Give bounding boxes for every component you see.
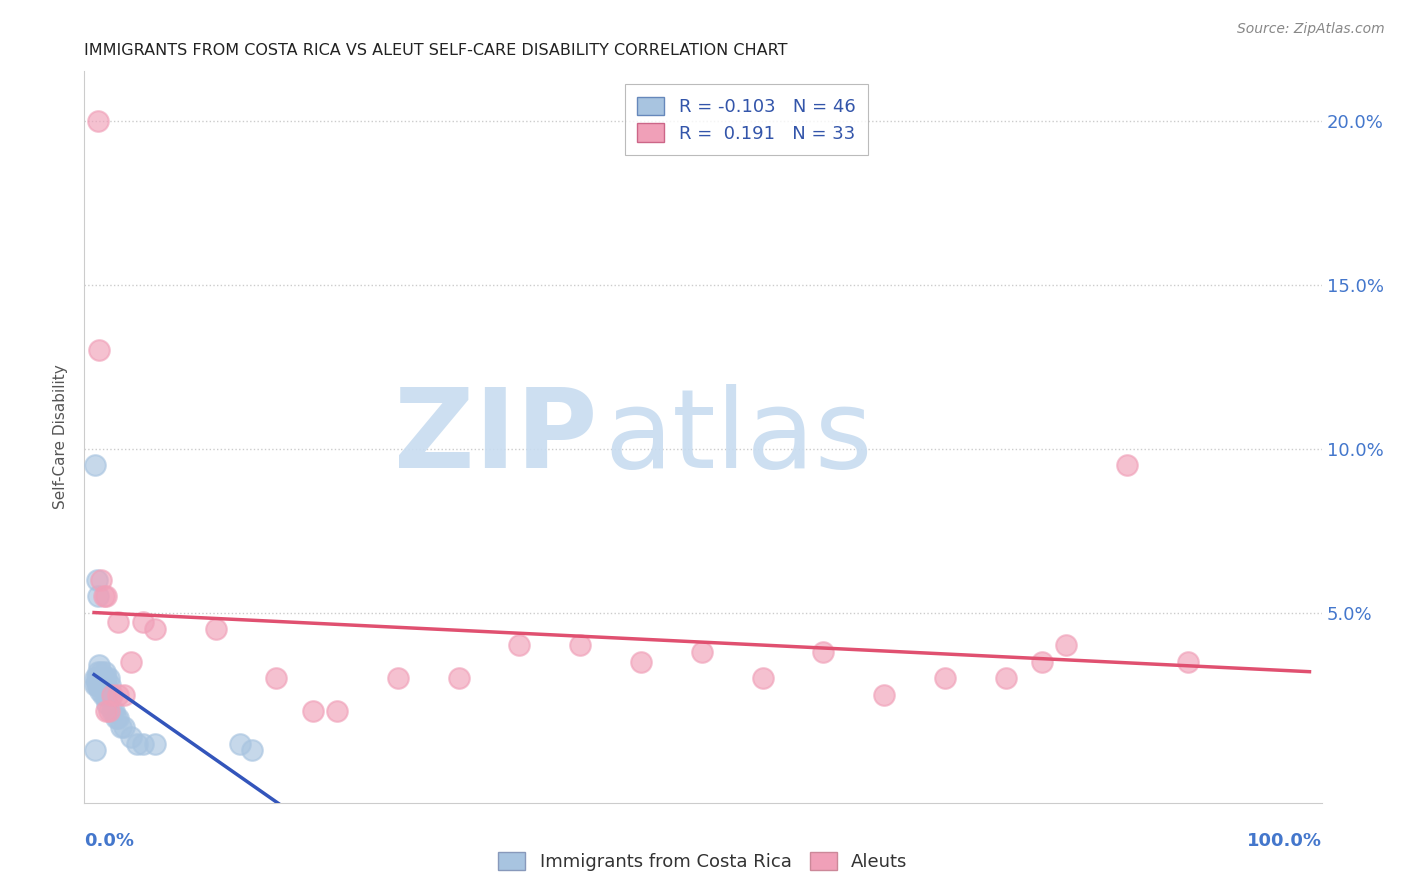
- Point: [87, 671, 110, 685]
- Point: [240, 743, 263, 757]
- Legend: R = -0.103   N = 46, R =  0.191   N = 33: R = -0.103 N = 46, R = 0.191 N = 33: [624, 84, 868, 155]
- Text: 100.0%: 100.0%: [1247, 832, 1322, 850]
- Text: IMMIGRANTS FROM COSTA RICA VS ALEUT SELF-CARE DISABILITY CORRELATION CHART: IMMIGRANTS FROM COSTA RICA VS ALEUT SELF…: [84, 43, 787, 58]
- Point: [101, 688, 124, 702]
- Point: [101, 704, 124, 718]
- Point: [84, 458, 107, 472]
- Point: [86, 678, 108, 692]
- Point: [87, 665, 110, 679]
- Point: [97, 704, 120, 718]
- Point: [302, 704, 325, 718]
- Point: [508, 638, 530, 652]
- Point: [1031, 655, 1053, 669]
- Point: [120, 655, 142, 669]
- Point: [91, 671, 114, 685]
- Point: [98, 678, 121, 692]
- Point: [93, 589, 115, 603]
- Point: [96, 589, 118, 603]
- Point: [107, 615, 129, 630]
- Point: [630, 655, 652, 669]
- Point: [94, 665, 117, 679]
- Point: [326, 704, 349, 718]
- Point: [813, 645, 835, 659]
- Point: [120, 730, 142, 744]
- Point: [94, 688, 117, 702]
- Point: [86, 671, 108, 685]
- Point: [125, 737, 148, 751]
- Point: [90, 678, 112, 692]
- Point: [87, 678, 110, 692]
- Point: [873, 688, 896, 702]
- Point: [89, 671, 111, 685]
- Point: [96, 704, 118, 718]
- Point: [143, 737, 166, 751]
- Point: [387, 671, 409, 685]
- Point: [91, 688, 114, 702]
- Point: [97, 671, 120, 685]
- Point: [96, 678, 118, 692]
- Point: [934, 671, 956, 685]
- Point: [447, 671, 470, 685]
- Point: [87, 343, 110, 358]
- Point: [1116, 458, 1139, 472]
- Text: ZIP: ZIP: [395, 384, 598, 491]
- Point: [87, 658, 110, 673]
- Point: [107, 710, 129, 724]
- Point: [96, 688, 118, 702]
- Point: [994, 671, 1017, 685]
- Point: [89, 678, 111, 692]
- Point: [104, 710, 127, 724]
- Point: [84, 678, 107, 692]
- Point: [751, 671, 773, 685]
- Point: [87, 678, 110, 692]
- Y-axis label: Self-Care Disability: Self-Care Disability: [53, 365, 69, 509]
- Point: [131, 615, 153, 630]
- Point: [93, 671, 115, 685]
- Point: [96, 671, 118, 685]
- Point: [1177, 655, 1199, 669]
- Text: Source: ZipAtlas.com: Source: ZipAtlas.com: [1237, 22, 1385, 37]
- Text: 0.0%: 0.0%: [84, 832, 135, 850]
- Point: [90, 671, 112, 685]
- Point: [91, 678, 114, 692]
- Point: [90, 665, 112, 679]
- Point: [87, 113, 110, 128]
- Point: [87, 671, 110, 685]
- Point: [114, 720, 136, 734]
- Point: [204, 622, 226, 636]
- Point: [107, 688, 129, 702]
- Point: [84, 671, 107, 685]
- Point: [114, 688, 136, 702]
- Point: [1054, 638, 1077, 652]
- Point: [266, 671, 288, 685]
- Point: [100, 688, 122, 702]
- Point: [90, 573, 112, 587]
- Point: [87, 589, 110, 603]
- Point: [569, 638, 592, 652]
- Point: [143, 622, 166, 636]
- Point: [86, 573, 108, 587]
- Point: [89, 684, 111, 698]
- Point: [131, 737, 153, 751]
- Text: atlas: atlas: [605, 384, 873, 491]
- Point: [84, 743, 107, 757]
- Point: [103, 704, 125, 718]
- Legend: Immigrants from Costa Rica, Aleuts: Immigrants from Costa Rica, Aleuts: [491, 845, 915, 879]
- Point: [96, 698, 118, 712]
- Point: [229, 737, 252, 751]
- Point: [110, 720, 132, 734]
- Point: [93, 678, 115, 692]
- Point: [690, 645, 713, 659]
